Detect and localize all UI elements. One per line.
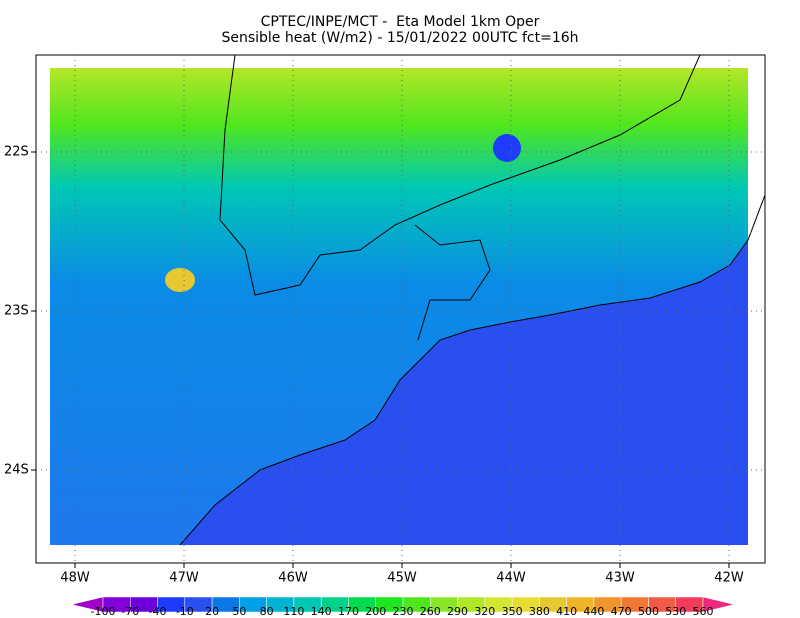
colorbar-label: 170 — [338, 605, 359, 618]
state-border — [414, 224, 491, 341]
colorbar-label: 410 — [556, 605, 577, 618]
colorbar-label: 350 — [502, 605, 523, 618]
lon-label: 46W — [278, 571, 308, 586]
colorbar-label: 560 — [693, 605, 714, 618]
colorbar-label: 230 — [393, 605, 414, 618]
lon-label: 45W — [387, 571, 417, 586]
state-border — [219, 54, 701, 296]
lat-label: 22S — [4, 145, 29, 160]
map — [35, 54, 766, 564]
colorbar-label: 260 — [420, 605, 441, 618]
lon-label: 42W — [714, 571, 744, 586]
frame — [35, 54, 766, 564]
colorbar-label: 140 — [311, 605, 332, 618]
ocean — [180, 240, 748, 545]
lat-label: 24S — [4, 463, 29, 478]
colorbar-arrow — [702, 596, 735, 613]
colorbar-label: -70 — [121, 605, 139, 618]
colorbar-label: 530 — [665, 605, 686, 618]
colorbar-label: 110 — [283, 605, 304, 618]
colorbar-label: 500 — [638, 605, 659, 618]
colorbar: -100 -70 -40 -10 20 50 80 110 140 170 200 230 260 290… — [71, 596, 735, 618]
hotspot — [165, 268, 195, 292]
colorbar-label: -10 — [176, 605, 194, 618]
axes: 48W 47W 46W 45W 44W 43W 42W 22S 23S 24S — [4, 55, 765, 586]
colorbar-label: -40 — [149, 605, 167, 618]
colorbar-label: 470 — [611, 605, 632, 618]
colorbar-label: 440 — [583, 605, 604, 618]
colorbar-label: 290 — [447, 605, 468, 618]
colorbar-label: 50 — [232, 605, 246, 618]
lat-label: 23S — [4, 304, 29, 319]
colorbar-label: 80 — [260, 605, 274, 618]
coldspot — [493, 134, 521, 162]
lon-label: 44W — [496, 571, 526, 586]
title-line: Sensible heat (W/m2) - 15/01/2022 00UTC … — [221, 30, 578, 46]
lon-label: 48W — [60, 571, 90, 586]
lon-label: 47W — [169, 571, 199, 586]
lon-label: 43W — [605, 571, 635, 586]
colorbar-label: 200 — [365, 605, 386, 618]
colorbar-label: 380 — [529, 605, 550, 618]
colorbar-label: -100 — [91, 605, 116, 618]
title-line: CPTEC/INPE/MCT - Eta Model 1km Oper — [261, 14, 540, 30]
colorbar-label: 20 — [205, 605, 219, 618]
coastline — [179, 194, 766, 546]
colorbar-label: 320 — [474, 605, 495, 618]
